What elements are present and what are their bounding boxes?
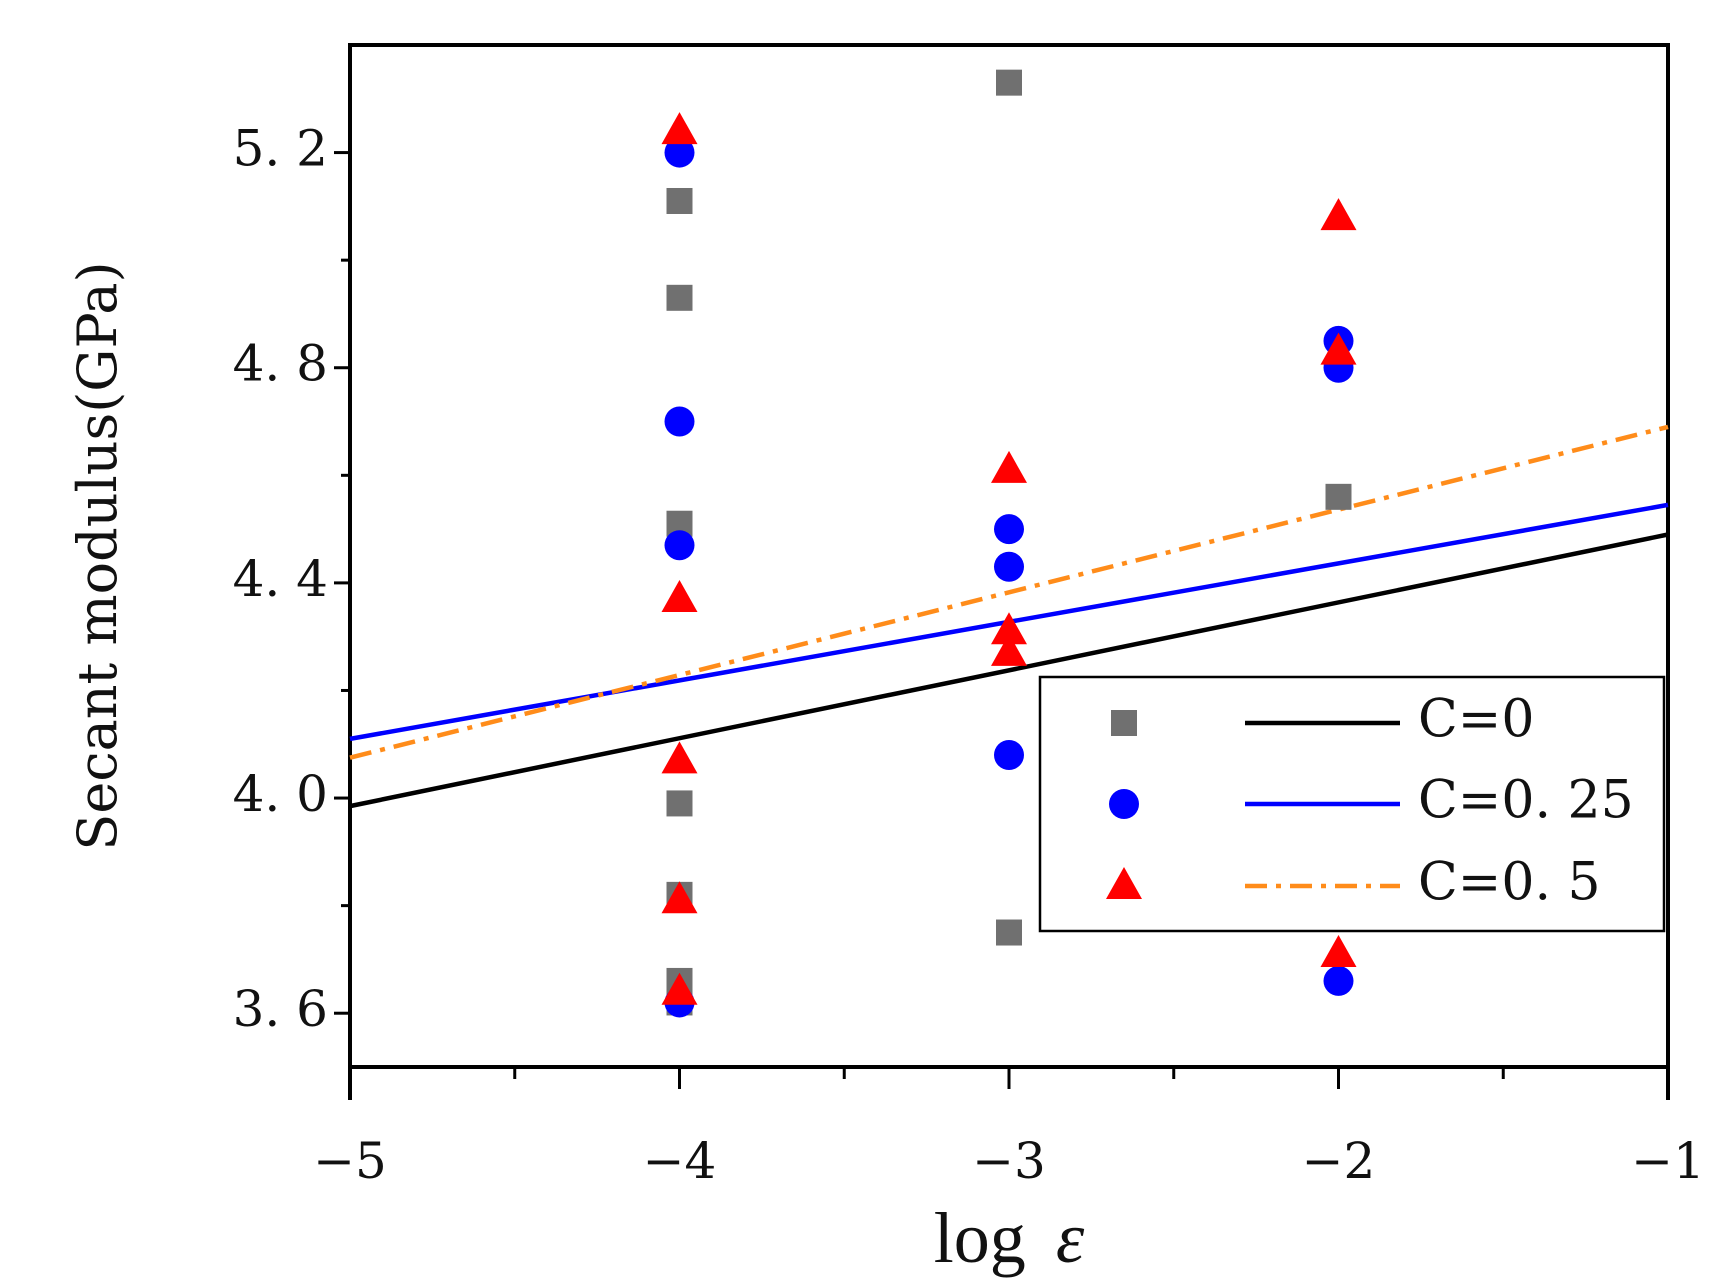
data-point-triangle-series-2 [661,580,698,613]
data-point-circle-series-1 [664,406,695,437]
x-axis-label-symbol: ε [1056,1198,1085,1278]
legend-label: C=0. 5 [1418,853,1601,913]
x-axis-label-main: log [934,1198,1026,1278]
fit-line-series-0 [349,532,1669,809]
y-tick-label: 4. 0 [233,765,328,823]
x-axis-label: log ε [934,1198,1085,1278]
data-point-triangle-series-2 [1320,332,1357,365]
x-tick-label: −3 [972,1132,1046,1190]
data-point-circle-series-1 [664,530,695,561]
data-point-triangle-series-2 [661,741,698,774]
data-point-triangle-series-2 [991,450,1027,483]
legend-label: C=0. 25 [1418,771,1634,831]
data-point-triangle-series-2 [991,633,1027,666]
x-tick-label: −2 [1302,1132,1376,1190]
data-point-square-series-0 [996,69,1022,96]
data-markers [661,69,1357,1018]
data-point-circle-series-1 [994,740,1024,771]
data-point-triangle-series-2 [1320,935,1357,968]
data-point-circle-series-1 [994,514,1024,545]
y-tick-label: 5. 2 [233,120,328,178]
y-axis: 3. 6 4. 0 4. 4 4. 8 5. 2 [233,120,350,1038]
y-tick-label: 3. 6 [233,980,328,1038]
data-point-square-series-0 [666,790,693,817]
data-point-circle-series-1 [994,551,1024,582]
x-tick-label: −1 [1631,1132,1705,1190]
legend-marker-circle [1109,789,1139,819]
data-point-circle-series-1 [664,137,695,168]
data-point-triangle-series-2 [1320,198,1357,231]
y-axis-label: Secant modulus(GPa) [66,261,129,850]
legend-marker-triangle [1106,867,1142,899]
y-tick-label: 4. 4 [233,550,328,608]
data-point-triangle-series-2 [991,612,1027,645]
data-point-square-series-0 [666,284,693,311]
legend-label: C=0 [1418,690,1534,750]
data-point-triangle-series-2 [661,881,698,914]
data-point-triangle-series-2 [661,972,698,1005]
fit-line-series-2 [349,424,1669,760]
y-tick-label: 4. 8 [233,335,328,393]
data-point-square-series-0 [666,187,693,214]
data-point-square-series-0 [1325,483,1352,510]
legend-marker-square [1111,710,1137,736]
data-point-square-series-0 [996,919,1022,946]
data-point-triangle-series-2 [661,112,698,145]
x-tick-label: −5 [313,1132,387,1190]
x-axis: −5 −4 −3 −2 −1 [313,1067,1705,1190]
x-tick-label: −4 [643,1132,717,1190]
legend: C=0 C=0. 25 C=0. 5 [1038,675,1666,933]
data-point-circle-series-1 [1323,965,1354,996]
